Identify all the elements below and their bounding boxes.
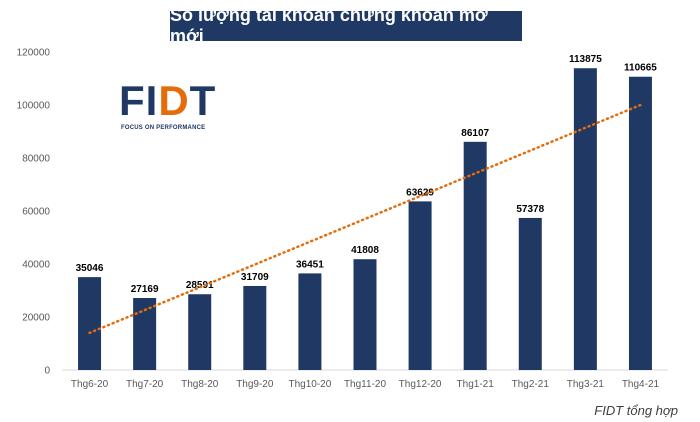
x-tick-label: Thg6-20 — [71, 379, 109, 390]
bar — [573, 68, 597, 370]
x-tick-label: Thg12-20 — [399, 379, 442, 390]
data-label: 36451 — [296, 259, 324, 270]
data-label: 113875 — [569, 54, 602, 65]
y-tick-label: 40000 — [22, 260, 50, 271]
data-label: 110665 — [624, 63, 657, 74]
data-label: 86107 — [461, 128, 489, 139]
y-tick-label: 120000 — [17, 48, 51, 59]
bar — [408, 201, 432, 370]
y-axis: 0 20000 40000 60000 80000 100000 120000 — [17, 48, 51, 377]
data-label: 28591 — [186, 280, 214, 291]
bar — [628, 76, 652, 371]
fidt-logo: FIDT FOCUS ON PERFORMANCE — [119, 80, 219, 140]
x-tick-label: Thg7-20 — [126, 379, 164, 390]
y-tick-label: 80000 — [22, 154, 50, 165]
bar — [243, 285, 267, 370]
x-tick-label: Thg2-21 — [512, 379, 550, 390]
logo-word-accent: D — [158, 77, 190, 124]
logo-tagline: FOCUS ON PERFORMANCE — [121, 125, 206, 131]
bar — [133, 298, 157, 370]
y-tick-label: 0 — [44, 366, 50, 377]
x-axis: Thg6-20 Thg7-20 Thg8-20 Thg9-20 Thg10-20 Thg1… — [71, 379, 660, 390]
bars-group — [78, 68, 652, 371]
data-label: 63629 — [406, 187, 434, 198]
x-tick-label: Thg8-20 — [181, 379, 219, 390]
y-tick-label: 20000 — [22, 313, 50, 324]
bar — [78, 277, 102, 370]
bar — [188, 294, 212, 370]
data-label: 57378 — [516, 204, 544, 215]
data-label: 41808 — [351, 245, 379, 256]
x-tick-label: Thg10-20 — [289, 379, 332, 390]
data-label: 35046 — [76, 263, 104, 274]
bar — [298, 273, 322, 370]
value-labels-group: 35046 27169 28591 31709 36451 41808 63629 86107… — [76, 54, 658, 295]
data-label: 31709 — [241, 272, 269, 283]
y-tick-label: 60000 — [22, 207, 50, 218]
x-tick-label: Thg3-21 — [567, 379, 605, 390]
trend-line — [88, 103, 642, 335]
bar — [518, 217, 542, 370]
data-label: 27169 — [131, 284, 159, 295]
bar — [463, 141, 487, 370]
x-tick-label: Thg1-21 — [457, 379, 495, 390]
y-tick-label: 100000 — [17, 101, 51, 112]
logo-word-right: T — [189, 77, 217, 124]
logo-wordmark: FIDT — [119, 80, 216, 122]
bar — [353, 259, 377, 370]
source-note: FIDT tổng hợp — [594, 403, 678, 418]
x-tick-label: Thg11-20 — [344, 379, 387, 390]
x-tick-label: Thg9-20 — [236, 379, 274, 390]
logo-word-left: FI — [119, 77, 159, 124]
x-tick-label: Thg4-21 — [622, 379, 660, 390]
